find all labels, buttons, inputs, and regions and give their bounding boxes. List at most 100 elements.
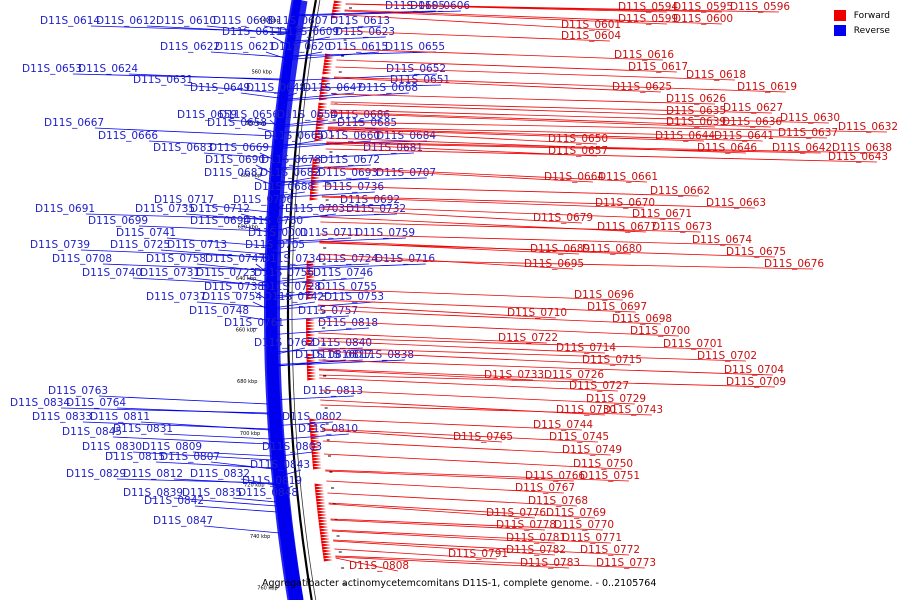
- gene-label-d11s-0753[interactable]: D11S_0753: [324, 291, 384, 303]
- gene-label-d11s-0710[interactable]: D11S_0710: [507, 307, 567, 319]
- gene-label-d11s-0703[interactable]: D11S_0703: [285, 203, 345, 215]
- gene-label-d11s-0843[interactable]: D11S_0843: [250, 459, 310, 471]
- gene-label-d11s-0596[interactable]: D11S_0596: [730, 1, 790, 13]
- gene-label-d11s-0759[interactable]: D11S_0759: [355, 227, 415, 239]
- gene-label-d11s-0723[interactable]: D11S_0723: [196, 267, 256, 279]
- gene-label-d11s-0704[interactable]: D11S_0704: [724, 364, 784, 376]
- gene-label-d11s-0747[interactable]: D11S_0747: [205, 253, 265, 265]
- gene-label-d11s-0757[interactable]: D11S_0757: [298, 305, 358, 317]
- gene-label-d11s-0847[interactable]: D11S_0847: [153, 515, 213, 527]
- gene-label-d11s-0687[interactable]: D11S_0687: [204, 167, 264, 179]
- gene-label-d11s-0815[interactable]: D11S_0815: [105, 451, 165, 463]
- gene-label-d11s-0746[interactable]: D11S_0746: [313, 267, 373, 279]
- gene-label-d11s-0769[interactable]: D11S_0769: [546, 507, 606, 519]
- gene-label-d11s-0700[interactable]: D11S_0700: [630, 325, 690, 337]
- gene-label-d11s-0728[interactable]: D11S_0728: [261, 281, 321, 293]
- gene-label-d11s-0609[interactable]: D11S_0609: [279, 26, 339, 38]
- gene-label-d11s-0617[interactable]: D11S_0617: [628, 61, 688, 73]
- gene-label-d11s-0643[interactable]: D11S_0643: [828, 151, 888, 163]
- gene-label-d11s-0599[interactable]: D11S_0599: [618, 13, 678, 25]
- gene-label-d11s-0713[interactable]: D11S_0713: [167, 239, 227, 251]
- gene-label-d11s-0650[interactable]: D11S_0650: [548, 133, 608, 145]
- gene-label-d11s-0679[interactable]: D11S_0679: [533, 212, 593, 224]
- gene-label-d11s-0669[interactable]: D11S_0669: [209, 142, 269, 154]
- gene-label-d11s-0001[interactable]: D11S_0001: [248, 227, 308, 239]
- gene-label-d11s-0845[interactable]: D11S_0845: [62, 426, 122, 438]
- gene-label-d11s-0817[interactable]: D11S_0817: [312, 349, 372, 361]
- gene-label-d11s-0771[interactable]: D11S_0771: [562, 532, 622, 544]
- gene-label-d11s-0727[interactable]: D11S_0727: [569, 380, 629, 392]
- gene-label-d11s-0840[interactable]: D11S_0840: [312, 337, 372, 349]
- gene-label-d11s-0694[interactable]: D11S_0694: [190, 215, 250, 227]
- gene-label-d11s-0726[interactable]: D11S_0726: [544, 369, 604, 381]
- gene-label-d11s-0699[interactable]: D11S_0699: [88, 215, 148, 227]
- gene-label-d11s-0667[interactable]: D11S_0667: [44, 117, 104, 129]
- gene-label-d11s-0816[interactable]: D11S_0816: [295, 349, 355, 361]
- gene-label-d11s-0829[interactable]: D11S_0829: [66, 468, 126, 480]
- gene-label-d11s-0712[interactable]: D11S_0712: [190, 203, 250, 215]
- gene-label-d11s-0686[interactable]: D11S_0686: [330, 109, 390, 121]
- gene-label-d11s-0674[interactable]: D11S_0674: [692, 234, 752, 246]
- gene-label-d11s-0677[interactable]: D11S_0677: [597, 221, 657, 233]
- gene-label-d11s-0717[interactable]: D11S_0717: [154, 194, 214, 206]
- gene-label-d11s-0739[interactable]: D11S_0739: [30, 239, 90, 251]
- gene-label-d11s-0660[interactable]: D11S_0660: [320, 130, 380, 142]
- gene-label-d11s-0761[interactable]: D11S_0761: [224, 317, 284, 329]
- gene-label-d11s-0729[interactable]: D11S_0729: [586, 393, 646, 405]
- gene-label-d11s-0835[interactable]: D11S_0835: [182, 487, 242, 499]
- gene-label-d11s-0600[interactable]: D11S_0600: [673, 13, 733, 25]
- gene-label-d11s-0638[interactable]: D11S_0638: [832, 142, 892, 154]
- gene-label-d11s-0604[interactable]: D11S_0604: [561, 30, 621, 42]
- gene-label-d11s-0601[interactable]: D11S_0601: [561, 19, 621, 31]
- gene-label-d11s-0608[interactable]: D11S_0608: [213, 15, 273, 27]
- gene-label-d11s-0802[interactable]: D11S_0802: [282, 411, 342, 423]
- gene-label-d11s-0842[interactable]: D11S_0842: [144, 495, 204, 507]
- gene-label-d11s-0607[interactable]: D11S_0607: [268, 15, 328, 27]
- gene-label-d11s-0701[interactable]: D11S_0701: [663, 338, 723, 350]
- gene-label-d11s-0641[interactable]: D11S_0641: [714, 130, 774, 142]
- gene-label-d11s-0714[interactable]: D11S_0714: [556, 342, 616, 354]
- gene-label-d11s-0665[interactable]: D11S_0665: [264, 130, 324, 142]
- gene-label-d11s-0760[interactable]: D11S_0760: [243, 215, 303, 227]
- gene-label-d11s-0636[interactable]: D11S_0636: [722, 116, 782, 128]
- gene-label-d11s-0663[interactable]: D11S_0663: [706, 197, 766, 209]
- gene-label-d11s-0724[interactable]: D11S_0724: [318, 253, 378, 265]
- gene-label-d11s-0616[interactable]: D11S_0616: [614, 49, 674, 61]
- gene-label-d11s-0659[interactable]: D11S_0659: [177, 109, 237, 121]
- gene-label-d11s-0627[interactable]: D11S_0627: [723, 102, 783, 114]
- gene-label-d11s-0664[interactable]: D11S_0664: [544, 171, 604, 183]
- gene-label-d11s-0612[interactable]: D11S_0612: [96, 15, 156, 27]
- gene-label-d11s-0765[interactable]: D11S_0765: [453, 431, 513, 443]
- gene-label-d11s-0740[interactable]: D11S_0740: [82, 267, 142, 279]
- gene-label-d11s-0654[interactable]: D11S_0654: [277, 109, 337, 121]
- gene-label-d11s-0731[interactable]: D11S_0731: [140, 267, 200, 279]
- gene-label-d11s-0635[interactable]: D11S_0635: [666, 105, 726, 117]
- gene-label-d11s-0725[interactable]: D11S_0725: [110, 239, 170, 251]
- gene-label-d11s-0755[interactable]: D11S_0755: [317, 281, 377, 293]
- gene-label-d11s-0722[interactable]: D11S_0722: [498, 332, 558, 344]
- gene-label-d11s-0708[interactable]: D11S_0708: [52, 253, 112, 265]
- gene-label-d11s-0672[interactable]: D11S_0672: [320, 154, 380, 166]
- gene-label-d11s-0680[interactable]: D11S_0680: [582, 243, 642, 255]
- gene-label-d11s-0671[interactable]: D11S_0671: [632, 208, 692, 220]
- gene-label-d11s-0764[interactable]: D11S_0764: [66, 397, 126, 409]
- gene-label-d11s-0748[interactable]: D11S_0748: [189, 305, 249, 317]
- gene-label-d11s-0819[interactable]: D11S_0819: [242, 475, 302, 487]
- gene-label-d11s-0833[interactable]: D11S_0833: [32, 411, 92, 423]
- gene-label-d11s-0661[interactable]: D11S_0661: [598, 171, 658, 183]
- gene-label-d11s-0778[interactable]: D11S_0778: [496, 519, 556, 531]
- gene-label-d11s-0745[interactable]: D11S_0745: [549, 431, 609, 443]
- gene-label-d11s-0658[interactable]: D11S_0658: [207, 117, 267, 129]
- gene-label-d11s-0620[interactable]: D11S_0620: [271, 41, 331, 53]
- gene-label-d11s-0791[interactable]: D11S_0791: [448, 548, 508, 560]
- gene-label-d11s-0711[interactable]: D11S_0711: [300, 227, 360, 239]
- gene-label-d11s-0644[interactable]: D11S_0644: [655, 130, 715, 142]
- gene-label-d11s-0610[interactable]: D11S_0610: [156, 15, 216, 27]
- gene-label-d11s-0766[interactable]: D11S_0766: [525, 470, 585, 482]
- gene-label-d11s-0709[interactable]: D11S_0709: [726, 376, 786, 388]
- gene-label-d11s-0838[interactable]: D11S_0838: [354, 349, 414, 361]
- gene-label-d11s-0653[interactable]: D11S_0653: [22, 63, 82, 75]
- gene-label-d11s-0772[interactable]: D11S_0772: [580, 544, 640, 556]
- gene-label-d11s-0737[interactable]: D11S_0737: [146, 291, 206, 303]
- gene-label-d11s-0732[interactable]: D11S_0732: [346, 203, 406, 215]
